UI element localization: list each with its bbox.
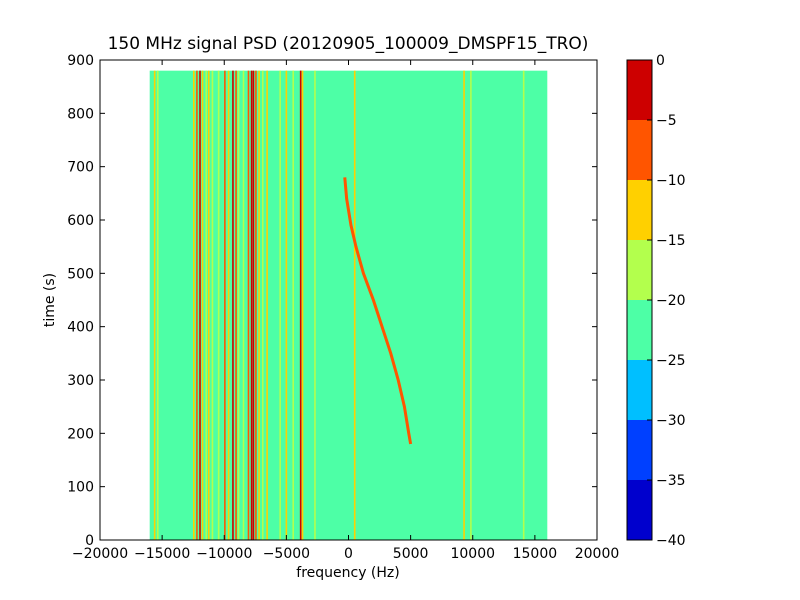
y-tick-label: 200 [67, 426, 94, 442]
x-tick-label: −5000 [263, 546, 310, 562]
x-tick-label: 5000 [393, 546, 429, 562]
x-tick-label: −15000 [134, 546, 190, 562]
colorbar-tick-label: −35 [656, 473, 686, 489]
colorbar-ticks: −40 −35 −30 −25 −20 −15 −10 −5 0 [647, 53, 686, 549]
x-tick-label: 0 [344, 546, 353, 562]
y-tick-label: 900 [67, 53, 94, 69]
plot-area [99, 59, 598, 541]
colorbar-segment [627, 240, 652, 300]
y-tick-label: 300 [67, 373, 94, 389]
colorbar-tick-label: −15 [656, 233, 686, 249]
x-tick-label: −10000 [196, 546, 252, 562]
y-tick-label: 400 [67, 320, 94, 336]
colorbar-segment [627, 480, 652, 540]
colorbar-tick-label: −20 [656, 293, 686, 309]
x-tick-label: 10000 [450, 546, 495, 562]
x-axis: −20000 −15000 −10000 −5000 0 5000 10000 15000 20… [72, 60, 619, 562]
colorbar-segment [627, 420, 652, 480]
colorbar-segment [627, 120, 652, 180]
colorbar-tick-label: −30 [656, 413, 686, 429]
x-axis-label: frequency (Hz) [296, 565, 399, 581]
signal-lines [153, 70, 525, 540]
colorbar-segment [627, 360, 652, 420]
y-tick-label: 700 [67, 160, 94, 176]
y-axis: 0 100 200 300 400 500 600 700 800 900 [67, 53, 597, 549]
colorbar-segment [627, 300, 652, 360]
colorbar-segments [627, 60, 652, 540]
colorbar: −40 −35 −30 −25 −20 −15 −10 −5 0 [626, 53, 686, 549]
x-tick-label: 20000 [575, 546, 620, 562]
x-tick-label: −20000 [72, 546, 128, 562]
y-tick-label: 500 [67, 266, 94, 282]
y-tick-label: 0 [85, 533, 94, 549]
colorbar-tick-label: −10 [656, 173, 686, 189]
y-axis-label: time (s) [42, 273, 58, 327]
y-tick-label: 600 [67, 213, 94, 229]
colorbar-tick-label: −40 [656, 533, 686, 549]
y-tick-label: 100 [67, 480, 94, 496]
colorbar-segment [627, 60, 652, 120]
colorbar-segment [627, 180, 652, 240]
x-tick-label: 15000 [513, 546, 558, 562]
doppler-trace [343, 177, 413, 445]
chart-title: 150 MHz signal PSD (20120905_100009_DMSP… [108, 34, 589, 54]
colorbar-tick-label: −25 [656, 353, 686, 369]
y-tick-label: 800 [67, 106, 94, 122]
heatmap-background [149, 70, 548, 541]
colorbar-tick-label: 0 [656, 53, 665, 69]
colorbar-tick-label: −5 [656, 113, 677, 129]
